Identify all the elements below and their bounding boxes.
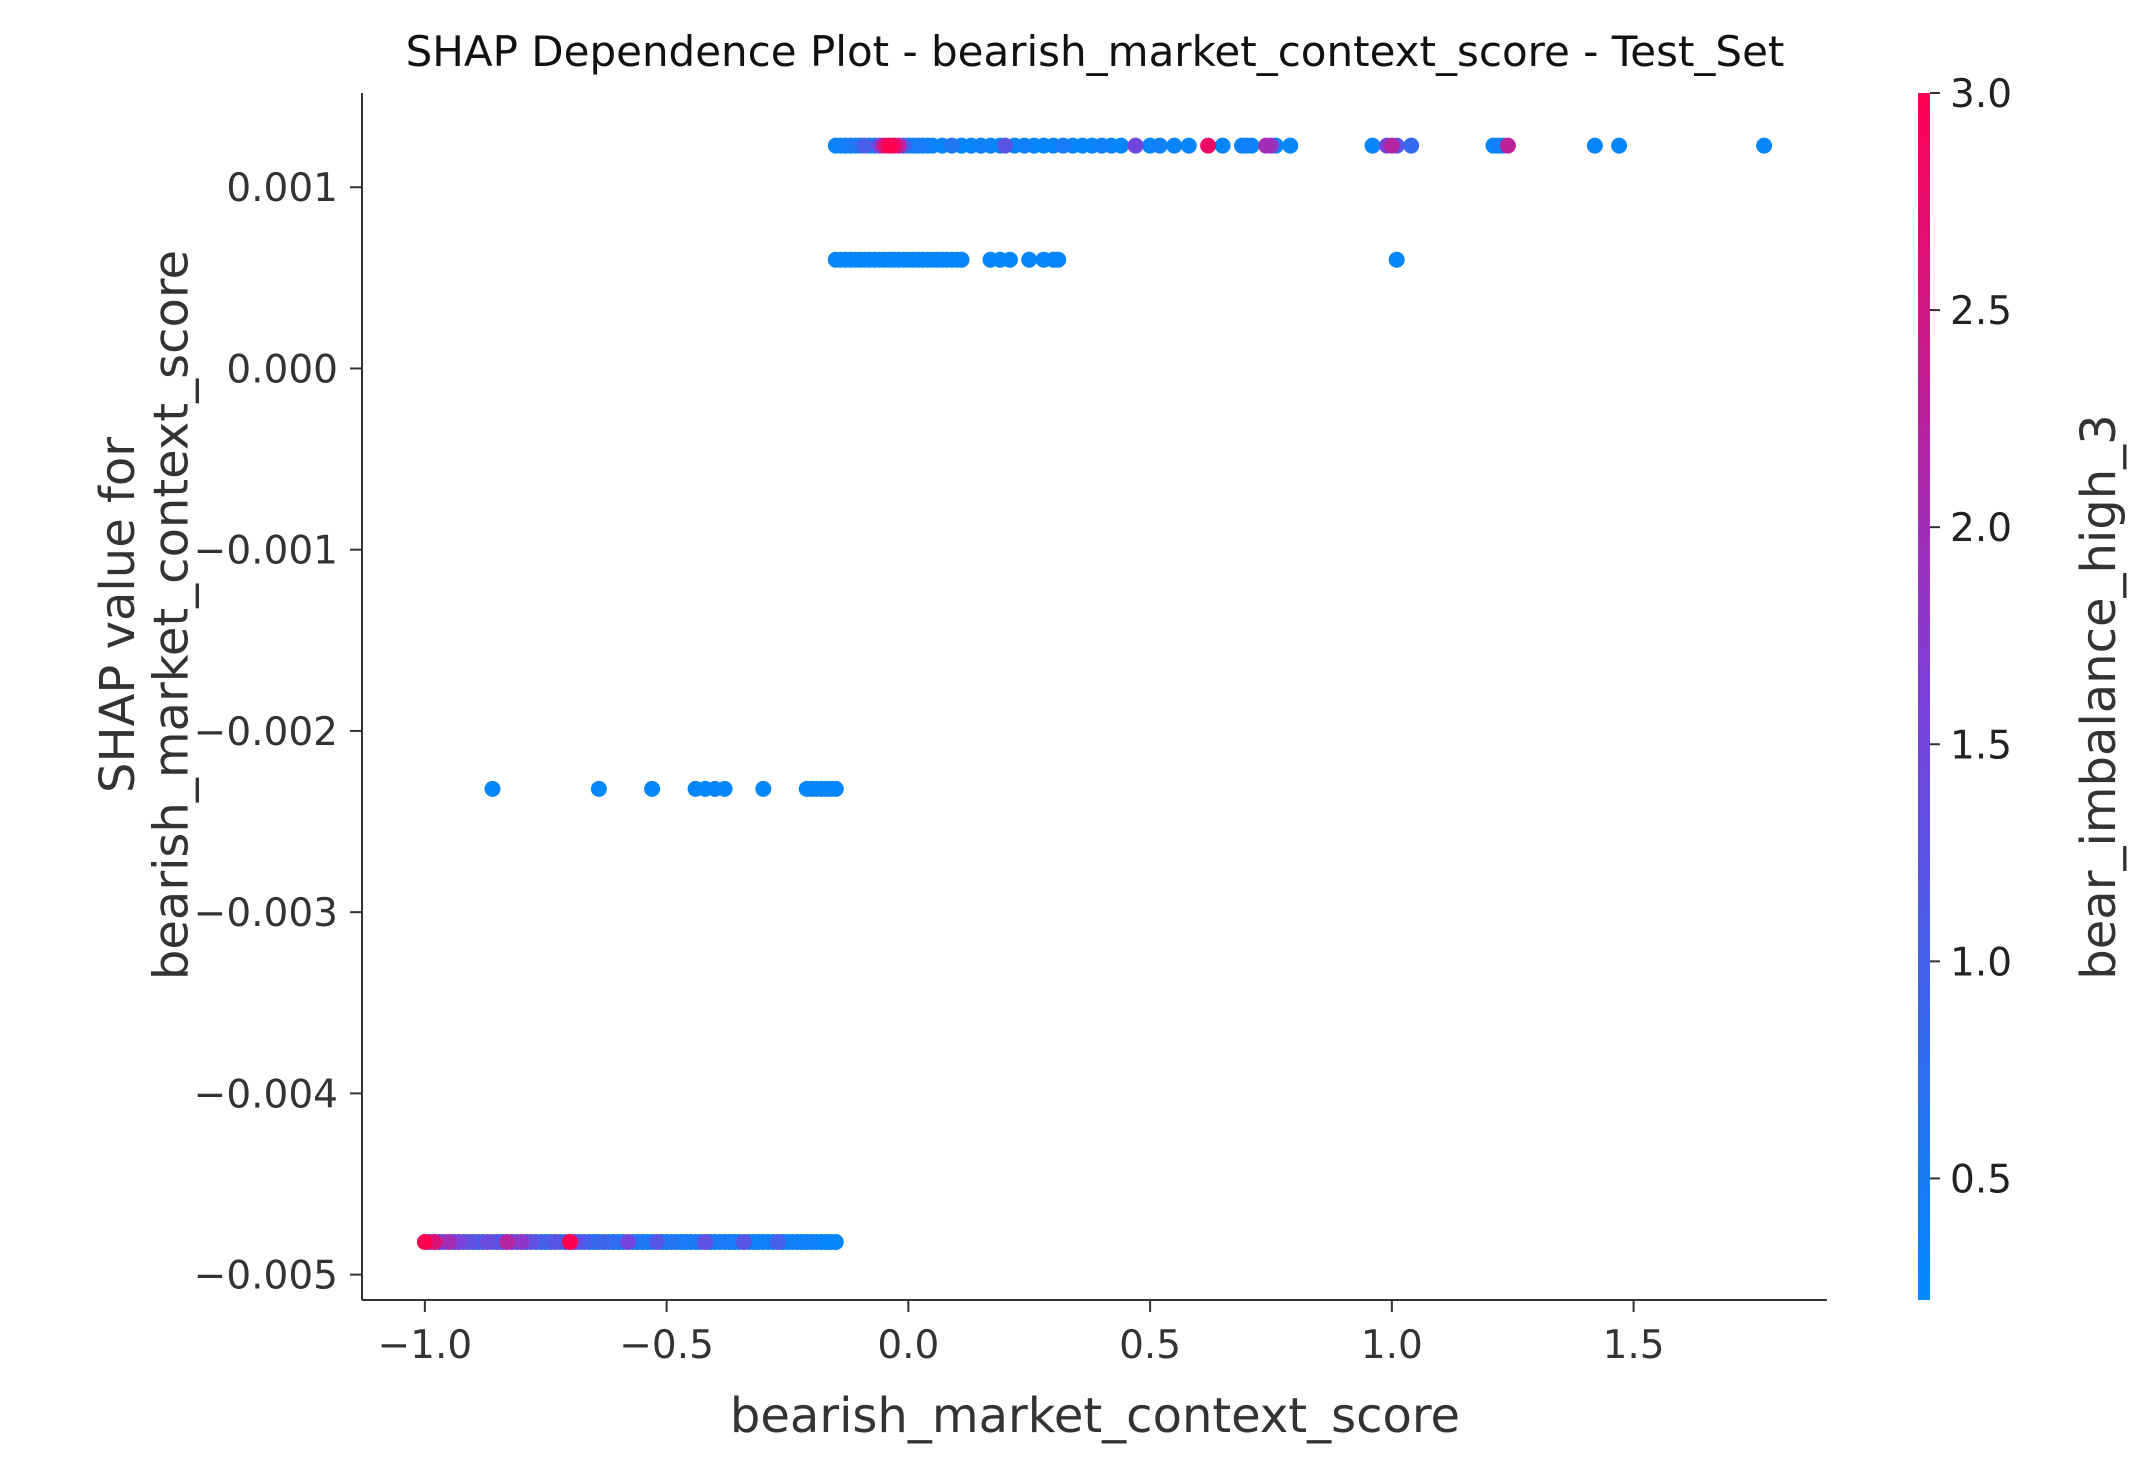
colorbar-tick-label: 1.5 bbox=[1950, 723, 2012, 768]
scatter-point bbox=[416, 1234, 433, 1250]
scatter-point bbox=[755, 780, 772, 797]
scatter-point bbox=[1001, 251, 1018, 268]
y-axis-title-line2: bearish_market_context_score bbox=[143, 250, 199, 980]
colorbar-tick-label: 3.0 bbox=[1950, 72, 2012, 117]
x-ticks: −1.0 −0.5 0.0 0.5 1.0 1.5 bbox=[378, 1300, 1665, 1368]
scatter-point bbox=[803, 1234, 820, 1250]
scatter-point bbox=[972, 137, 989, 154]
scatter-point bbox=[547, 1234, 564, 1250]
colorbar-gradient bbox=[1918, 93, 1930, 1300]
y-ticks: 0.001 0.000 −0.001 −0.002 −0.003 −0.004 −0.005 bbox=[194, 166, 362, 1299]
scatter-point bbox=[1113, 137, 1130, 154]
scatter-point bbox=[1586, 137, 1603, 154]
scatter-point bbox=[910, 137, 926, 154]
x-tick-label: 0.5 bbox=[1119, 1323, 1181, 1368]
scatter-point bbox=[1403, 137, 1420, 154]
scatter-point bbox=[561, 1234, 578, 1250]
x-tick-label: −1.0 bbox=[378, 1323, 473, 1368]
scatter-points bbox=[416, 137, 1773, 1250]
y-tick-label: −0.002 bbox=[194, 710, 338, 755]
chart-title: SHAP Dependence Plot - bearish_market_co… bbox=[406, 27, 1785, 76]
x-tick-label: 1.0 bbox=[1361, 1323, 1423, 1368]
scatter-point bbox=[997, 137, 1014, 154]
colorbar-tick-label: 1.0 bbox=[1950, 940, 2012, 985]
scatter-point bbox=[441, 1234, 457, 1250]
y-tick-label: −0.003 bbox=[194, 891, 338, 936]
scatter-point bbox=[827, 1234, 844, 1250]
colorbar-tick-label: 2.0 bbox=[1950, 506, 2012, 551]
scatter-point bbox=[1166, 137, 1183, 154]
y-tick-label: −0.005 bbox=[194, 1254, 338, 1299]
scatter-point bbox=[736, 1234, 752, 1250]
scatter-point bbox=[1180, 137, 1197, 154]
y-tick-label: 0.001 bbox=[226, 166, 338, 211]
scatter-point bbox=[1127, 137, 1144, 154]
scatter-point bbox=[663, 1234, 680, 1250]
x-tick-label: 0.0 bbox=[877, 1323, 939, 1368]
y-tick-label: −0.004 bbox=[194, 1072, 338, 1117]
scatter-point bbox=[590, 780, 607, 797]
scatter-point bbox=[827, 780, 844, 797]
scatter-point bbox=[856, 137, 873, 154]
scatter-point bbox=[1282, 137, 1299, 154]
scatter-point bbox=[1021, 251, 1038, 268]
scatter-point bbox=[644, 780, 661, 797]
scatter-point bbox=[1499, 137, 1516, 154]
scatter-point bbox=[1756, 137, 1773, 154]
colorbar-tick-label: 0.5 bbox=[1950, 1157, 2012, 1202]
scatter-point bbox=[789, 1234, 806, 1250]
scatter-point bbox=[943, 137, 960, 154]
scatter-point bbox=[1383, 137, 1400, 154]
scatter-point bbox=[513, 1234, 530, 1250]
scatter-point bbox=[1055, 137, 1072, 154]
scatter-point bbox=[1388, 251, 1405, 268]
scatter-point bbox=[716, 780, 733, 797]
scatter-point bbox=[1214, 137, 1231, 154]
colorbar-ticks: 3.0 2.5 2.0 1.5 1.0 0.5 bbox=[1930, 72, 2012, 1202]
scatter-point bbox=[499, 1234, 515, 1250]
scatter-point bbox=[619, 1234, 636, 1250]
colorbar-title: bear_imbalance_high_3 bbox=[2071, 414, 2127, 979]
scatter-point bbox=[881, 137, 897, 154]
scatter-point bbox=[1050, 251, 1067, 268]
scatter-point bbox=[1364, 137, 1381, 154]
scatter-point bbox=[1238, 137, 1255, 154]
colorbar-tick-label: 2.5 bbox=[1950, 289, 2012, 334]
scatter-point bbox=[1093, 137, 1110, 154]
x-axis-title: bearish_market_context_score bbox=[730, 1388, 1460, 1444]
scatter-point bbox=[648, 1234, 665, 1250]
axes bbox=[361, 93, 1827, 1301]
scatter-point bbox=[1611, 137, 1628, 154]
scatter-point bbox=[1016, 137, 1033, 154]
scatter-point bbox=[1151, 137, 1168, 154]
scatter-point bbox=[769, 1234, 786, 1250]
scatter-point bbox=[697, 1234, 714, 1250]
y-tick-label: 0.000 bbox=[226, 347, 338, 392]
scatter-point bbox=[484, 780, 501, 797]
colorbar: 3.0 2.5 2.0 1.5 1.0 0.5 bear_imbalance_high_3 bbox=[1918, 72, 2127, 1300]
scatter-point bbox=[1258, 137, 1275, 154]
x-tick-label: 1.5 bbox=[1603, 1323, 1665, 1368]
scatter-point bbox=[595, 1234, 612, 1250]
scatter-point bbox=[716, 1234, 733, 1250]
y-tick-label: −0.001 bbox=[194, 529, 338, 574]
scatter-point bbox=[1200, 137, 1217, 154]
x-tick-label: −0.5 bbox=[619, 1323, 714, 1368]
y-axis-title-line1: SHAP value for bbox=[90, 437, 146, 793]
scatter-point bbox=[479, 1234, 496, 1250]
scatter-point bbox=[953, 251, 970, 268]
